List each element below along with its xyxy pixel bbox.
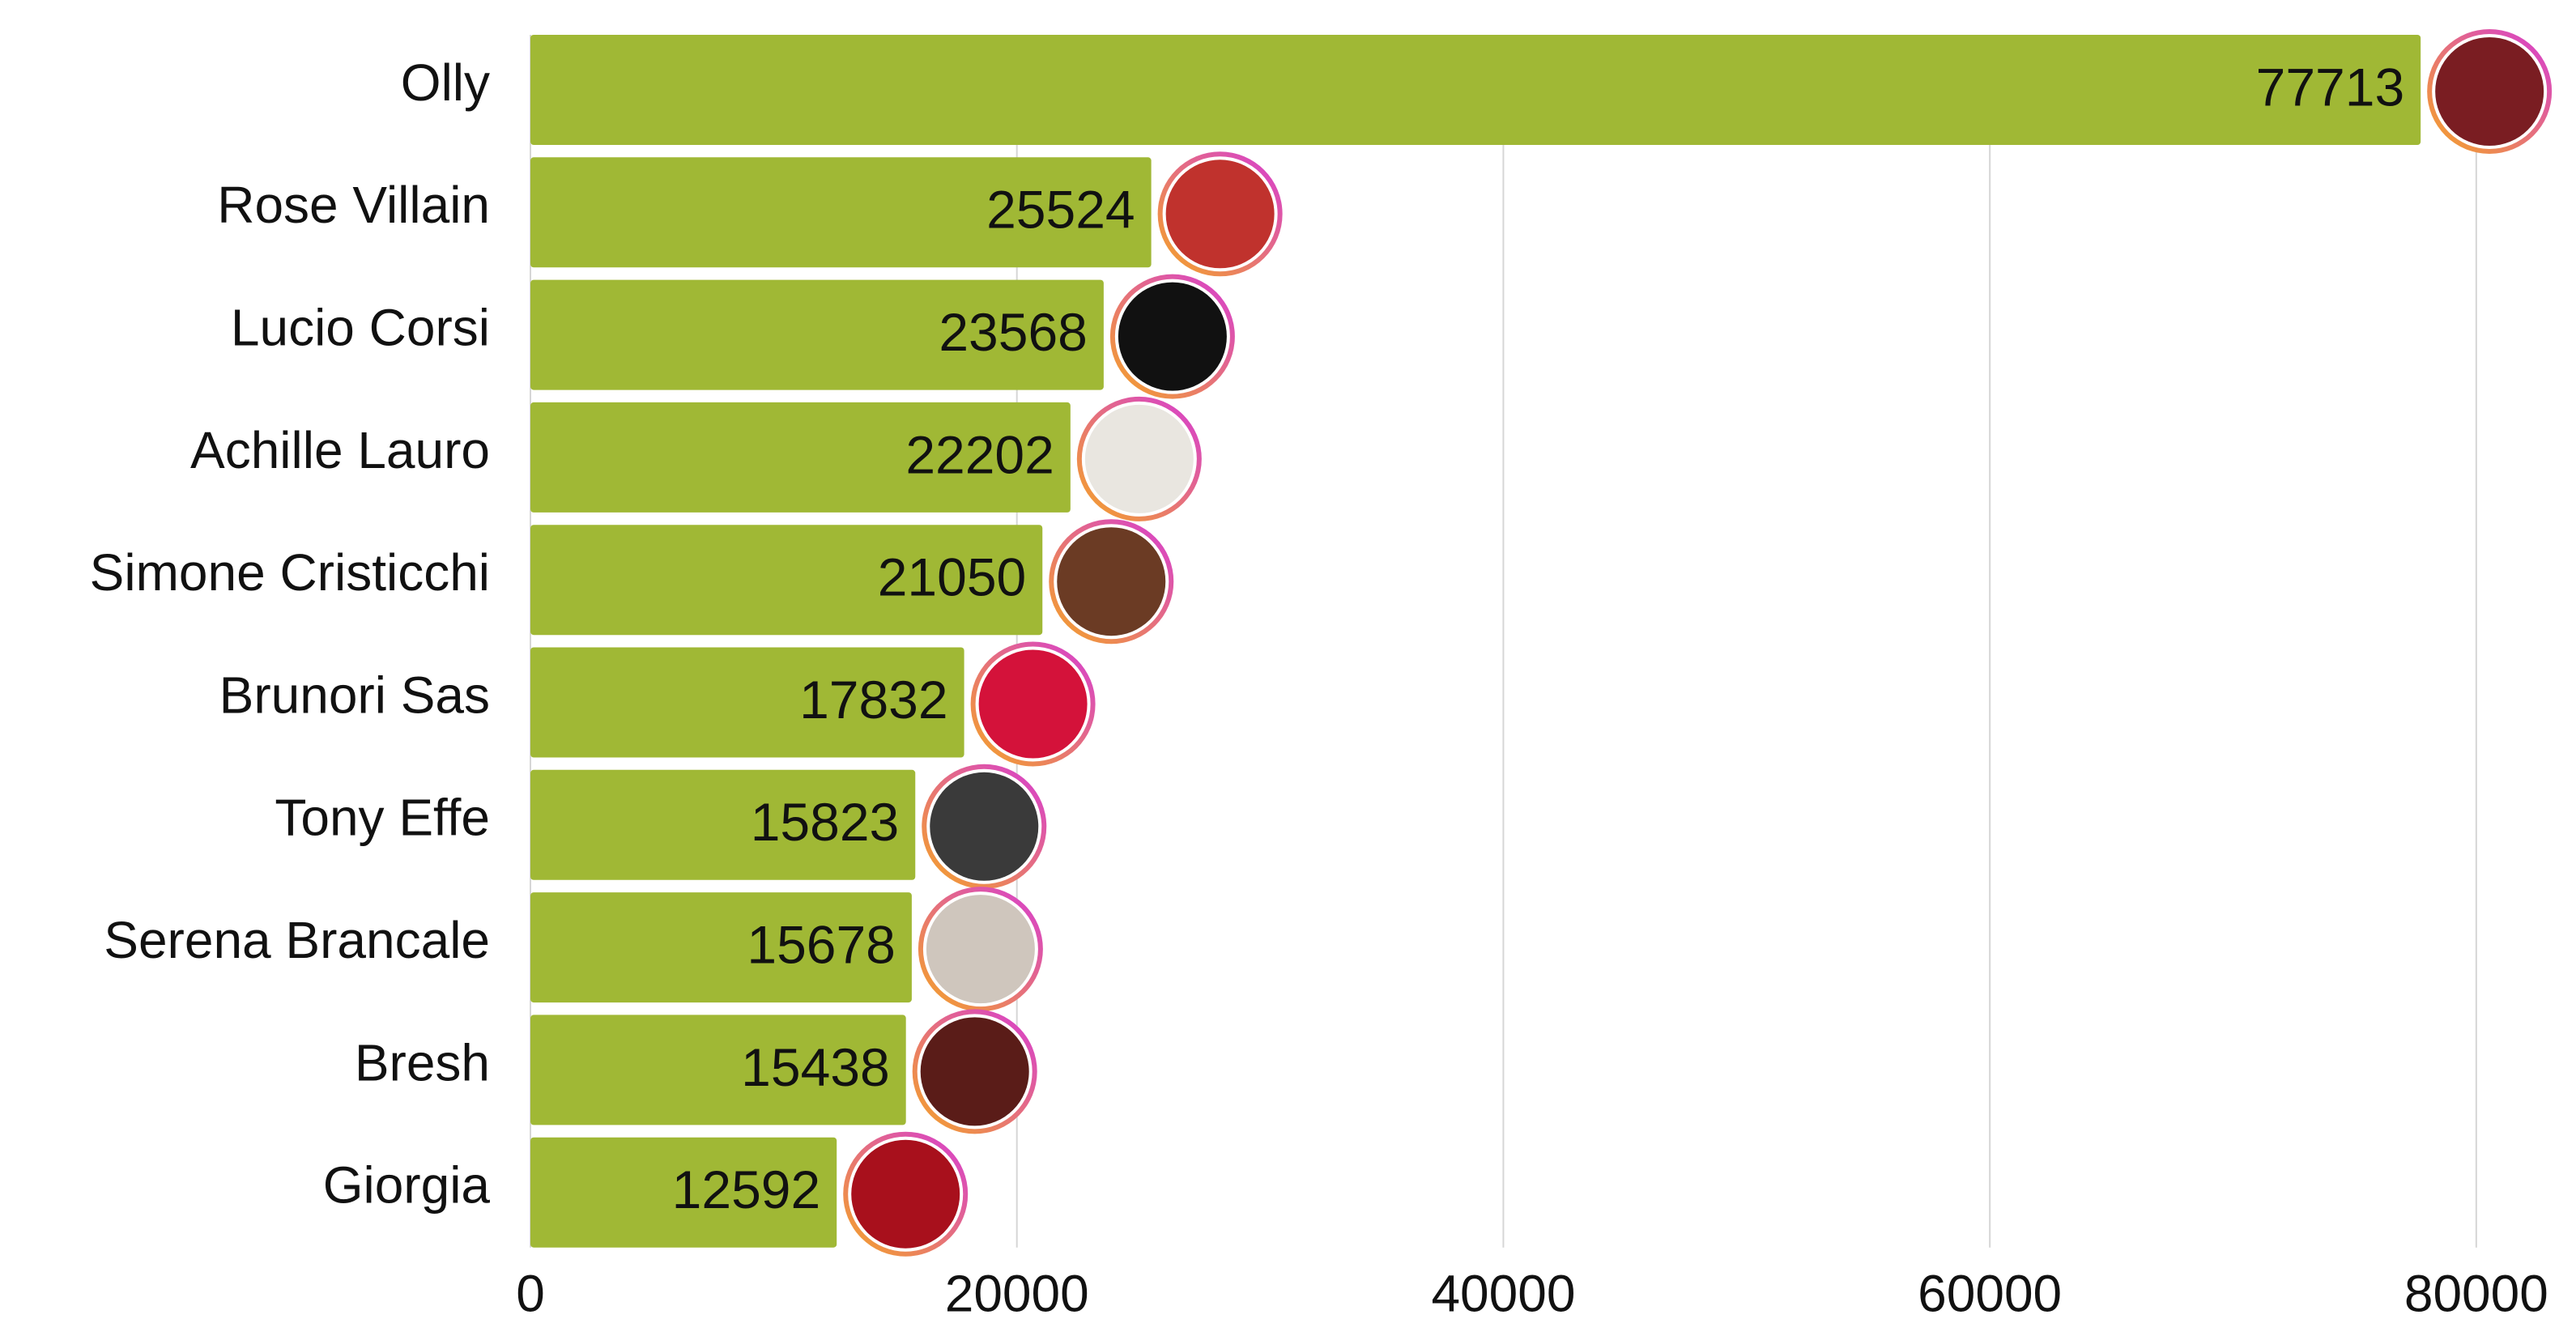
x-tick-label: 40000 (1431, 1265, 1575, 1319)
y-tick-label: Brunori Sas (219, 666, 490, 724)
avatar-photo (926, 895, 1035, 1003)
value-label: 17832 (799, 670, 948, 730)
avatar-photo (921, 1017, 1029, 1125)
value-label: 12592 (672, 1159, 821, 1219)
y-tick-label: Simone Cristicchi (90, 543, 490, 602)
y-tick-label: Serena Brancale (104, 911, 490, 969)
y-tick-label: Tony Effe (275, 789, 490, 847)
x-tick-label: 20000 (945, 1265, 1089, 1319)
avatar-photo (2435, 37, 2544, 146)
avatar-photo (930, 772, 1038, 881)
avatar-photo (979, 650, 1088, 759)
x-tick-label: 60000 (1918, 1265, 2062, 1319)
x-tick-label: 80000 (2404, 1265, 2548, 1319)
y-tick-label: Achille Lauro (190, 421, 490, 479)
y-tick-label: Olly (401, 53, 490, 112)
value-label: 15678 (747, 915, 896, 975)
avatar-photo (1085, 405, 1194, 513)
value-label: 25524 (986, 180, 1135, 240)
value-label: 22202 (905, 424, 1054, 484)
x-tick-label: 0 (516, 1265, 545, 1319)
value-label: 15438 (741, 1037, 890, 1097)
avatar-photo (1057, 527, 1165, 636)
avatar-photo (1166, 160, 1275, 268)
value-label: 21050 (878, 547, 1027, 607)
value-label: 15823 (751, 792, 900, 852)
value-label: 77713 (2256, 57, 2405, 117)
y-tick-label: Lucio Corsi (231, 299, 490, 357)
chart: 0 20000 40000 60000 80000 Olly 77713 Rose Villa… (0, 0, 2576, 1319)
value-label: 23568 (939, 302, 1088, 362)
y-tick-label: Giorgia (323, 1156, 491, 1215)
avatar-photo (851, 1140, 960, 1249)
y-tick-label: Bresh (355, 1033, 490, 1091)
avatar-photo (1118, 283, 1227, 391)
bar (530, 35, 2421, 145)
page: 0 20000 40000 60000 80000 Olly 77713 Rose Villa… (0, 0, 2576, 1319)
y-tick-label: Rose Villain (217, 176, 490, 234)
